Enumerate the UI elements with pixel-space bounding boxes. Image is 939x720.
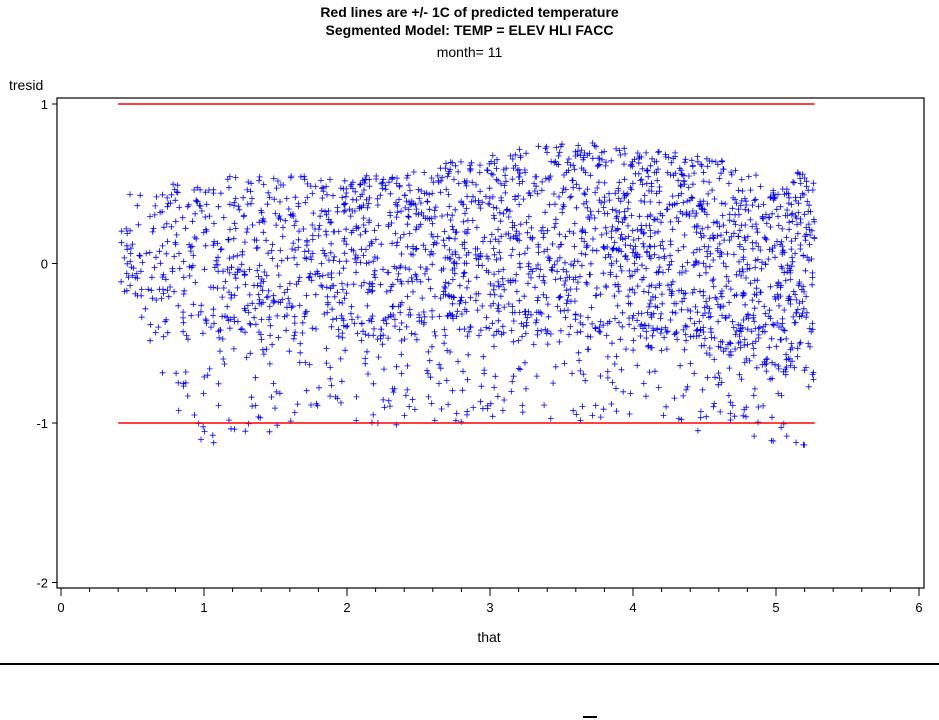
- y-axis: 1 0 -1 -2: [36, 97, 57, 591]
- x-axis: 0 1 2 3 4 5 6: [57, 588, 923, 615]
- y-tick-label: -1: [36, 416, 48, 431]
- x-tick-label: 5: [772, 600, 779, 615]
- plot-frame: [56, 97, 925, 589]
- page-mark: [583, 716, 597, 718]
- data-points: [118, 140, 818, 448]
- page-divider: [0, 663, 939, 665]
- x-tick-label: 4: [629, 600, 636, 615]
- chart-title: Red lines are +/- 1C of predicted temper…: [320, 4, 619, 20]
- chart-subtitle: Segmented Model: TEMP = ELEV HLI FACC: [325, 22, 614, 38]
- by-group-label: month= 11: [436, 44, 503, 60]
- x-tick-label: 0: [57, 600, 64, 615]
- y-axis-label: tresid: [9, 77, 43, 93]
- x-tick-label: 2: [343, 600, 350, 615]
- y-tick-label: 1: [41, 97, 48, 112]
- scatter-markers: [118, 140, 818, 448]
- y-tick-label: -2: [36, 576, 48, 591]
- x-tick-label: 3: [486, 600, 493, 615]
- scatter-plot: 0 1 2 3 4 5 6 1 0 -1 -2 tresid that: [9, 77, 925, 645]
- x-axis-label: that: [477, 629, 500, 645]
- y-tick-label: 0: [41, 257, 48, 272]
- x-tick-label: 1: [200, 600, 207, 615]
- x-tick-label: 6: [915, 600, 922, 615]
- reference-lines: [118, 103, 815, 424]
